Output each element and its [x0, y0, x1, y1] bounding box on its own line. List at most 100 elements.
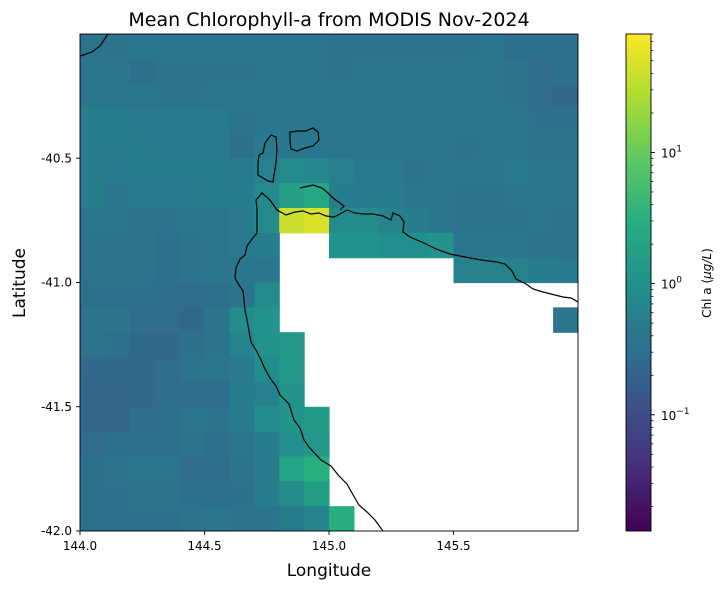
x-axis-ticks: 144.0 144.5 145.0 145.5: [63, 531, 471, 553]
heatmap-cell: [503, 183, 529, 209]
heatmap-cell: [80, 307, 106, 333]
heatmap-cell: [104, 431, 131, 458]
heatmap-cell: [229, 83, 255, 110]
heatmap-cell: [254, 357, 280, 383]
heatmap-cell: [553, 307, 578, 333]
heatmap-cell: [378, 108, 405, 134]
heatmap-cell: [154, 257, 181, 284]
heatmap-cell: [478, 133, 504, 159]
heatmap-cell: [503, 34, 529, 60]
heatmap-cell: [204, 381, 230, 408]
heatmap-cell: [254, 282, 280, 308]
heatmap-cell: [428, 183, 455, 209]
heatmap-cell: [129, 332, 156, 358]
heatmap-cell: [204, 481, 230, 507]
heatmap-cell: [279, 481, 305, 507]
heatmap-cell: [129, 34, 156, 60]
heatmap-cell: [528, 207, 554, 234]
heatmap-cell: [354, 531, 380, 556]
heatmap-cell: [229, 34, 255, 60]
heatmap-cell: [453, 232, 479, 259]
heatmap-cell: [179, 406, 206, 433]
heatmap-cell: [329, 34, 355, 60]
heatmap-cell: [279, 506, 305, 531]
heatmap-cell: [129, 108, 156, 134]
heatmap-cell: [179, 431, 206, 458]
heatmap-cell: [154, 456, 181, 482]
heatmap-cell: [528, 83, 554, 110]
heatmap-cell: [179, 357, 206, 383]
heatmap-cell: [378, 183, 405, 209]
heatmap-cell: [104, 456, 131, 482]
heatmap-cell: [353, 207, 380, 234]
heatmap-cell: [353, 183, 380, 209]
heatmap-cell: [304, 456, 330, 482]
heatmap-cell: [453, 183, 479, 209]
heatmap-cell: [229, 381, 255, 408]
heatmap-cell: [279, 332, 305, 358]
heatmap-cell: [304, 183, 330, 209]
coastline-island-1: [257, 134, 278, 183]
heatmap-cell: [154, 431, 181, 458]
heatmap-cell: [279, 531, 305, 556]
heatmap-cell: [179, 108, 206, 134]
heatmap-cell: [453, 207, 479, 234]
heatmap-cell: [229, 506, 255, 531]
heatmap-cell: [304, 158, 330, 184]
heatmap-cell: [229, 406, 255, 433]
heatmap-cell: [179, 183, 206, 209]
heatmap-cell: [353, 83, 380, 110]
heatmap-cell: [204, 183, 230, 209]
heatmap-cell: [204, 456, 230, 482]
heatmap-cell: [104, 257, 131, 284]
heatmap-cell: [254, 34, 280, 60]
heatmap-cell: [154, 158, 181, 184]
heatmap-cell: [553, 257, 578, 284]
heatmap-cell: [154, 183, 181, 209]
heatmap-cell: [503, 158, 529, 184]
heatmap-cell: [304, 481, 330, 507]
heatmap-cell: [503, 207, 529, 234]
heatmap-cell: [503, 232, 529, 259]
heatmap-cell: [104, 232, 131, 259]
heatmap-cell: [204, 406, 230, 433]
heatmap-cell: [154, 307, 181, 333]
heatmap-cell: [254, 183, 280, 209]
heatmap-cell: [129, 506, 156, 531]
heatmap-cell: [453, 83, 479, 110]
heatmap-cell: [154, 381, 181, 408]
heatmap-cell: [154, 332, 181, 358]
heatmap-cell: [254, 531, 279, 556]
heatmap-cell: [229, 232, 255, 259]
heatmap-cell: [403, 207, 430, 234]
chart-title: Mean Chlorophyll-a from MODIS Nov-2024: [128, 9, 529, 31]
heatmap-cell: [154, 108, 181, 134]
heatmap-cell: [503, 83, 529, 110]
heatmap-cell: [403, 34, 430, 60]
heatmap-cell: [428, 34, 455, 60]
heatmap-cell: [254, 481, 280, 507]
heatmap-cell: [553, 207, 578, 234]
x-axis-label: Longitude: [287, 561, 372, 581]
heatmap-cell: [104, 34, 131, 60]
heatmap-cell: [104, 406, 131, 433]
heatmap-cell: [528, 58, 554, 85]
heatmap-cell: [154, 58, 181, 85]
heatmap-cell: [154, 506, 181, 531]
heatmap-cell: [279, 431, 305, 458]
heatmap-cell: [453, 257, 479, 284]
heatmap-cell: [129, 406, 156, 433]
heatmap-cell: [80, 108, 106, 134]
heatmap-cell: [80, 406, 106, 433]
heatmap-cell: [403, 232, 430, 259]
heatmap-cell: [229, 531, 255, 556]
heatmap-cell: [279, 406, 305, 433]
heatmap-cell: [104, 282, 131, 308]
heatmap-cell: [229, 481, 255, 507]
heatmap-cell: [279, 381, 305, 408]
heatmap-cell: [129, 282, 156, 308]
heatmap-cell: [129, 207, 156, 234]
heatmap-cell: [129, 481, 156, 507]
heatmap-cell: [154, 83, 181, 110]
